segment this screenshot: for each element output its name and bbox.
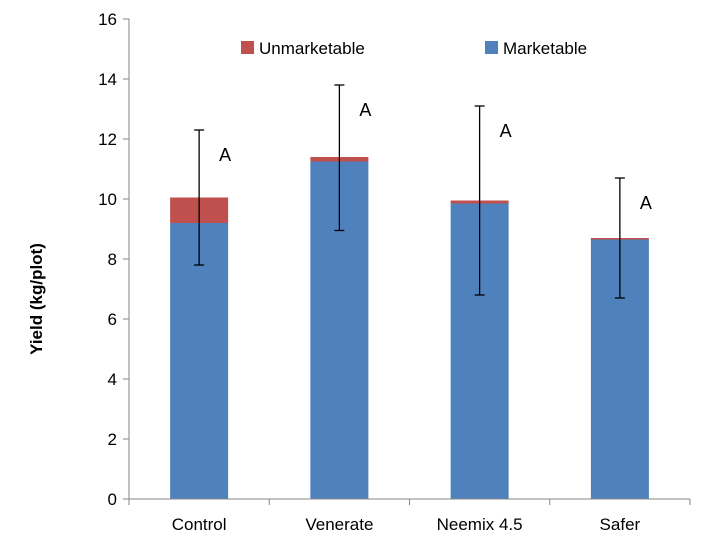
legend-label-unmarketable: Unmarketable xyxy=(259,39,365,58)
legend-label-marketable: Marketable xyxy=(503,39,587,58)
annotation-3: A xyxy=(640,193,652,213)
axes-layer xyxy=(123,18,691,505)
y-tick-label-1: 2 xyxy=(108,430,117,449)
annotation-2: A xyxy=(500,121,512,141)
y-tick-label-0: 0 xyxy=(108,490,117,509)
bars-layer xyxy=(170,157,649,499)
y-tick-label-8: 16 xyxy=(98,10,117,29)
annotation-0: A xyxy=(219,145,231,165)
y-tick-label-5: 10 xyxy=(98,190,117,209)
x-tick-label-1: Venerate xyxy=(305,515,373,534)
y-tick-label-3: 6 xyxy=(108,310,117,329)
bar-marketable-0 xyxy=(170,223,229,499)
legend-swatch-unmarketable xyxy=(241,41,254,54)
y-tick-label-4: 8 xyxy=(108,250,117,269)
annotation-1: A xyxy=(359,100,371,120)
y-tick-label-2: 4 xyxy=(108,370,117,389)
legend: Unmarketable Marketable xyxy=(241,39,587,58)
y-axis-label: Yield (kg/plot) xyxy=(27,243,46,355)
legend-swatch-marketable xyxy=(485,41,498,54)
x-tick-label-0: Control xyxy=(172,515,227,534)
x-tick-label-3: Safer xyxy=(600,515,641,534)
y-tick-label-7: 14 xyxy=(98,70,117,89)
error-bars-layer xyxy=(194,84,625,299)
labels-layer: A A A A 0 2 4 6 8 10 12 14 16 Control Venerate Neemix 4… xyxy=(98,10,652,534)
x-tick-label-2: Neemix 4.5 xyxy=(437,515,523,534)
y-tick-label-6: 12 xyxy=(98,130,117,149)
